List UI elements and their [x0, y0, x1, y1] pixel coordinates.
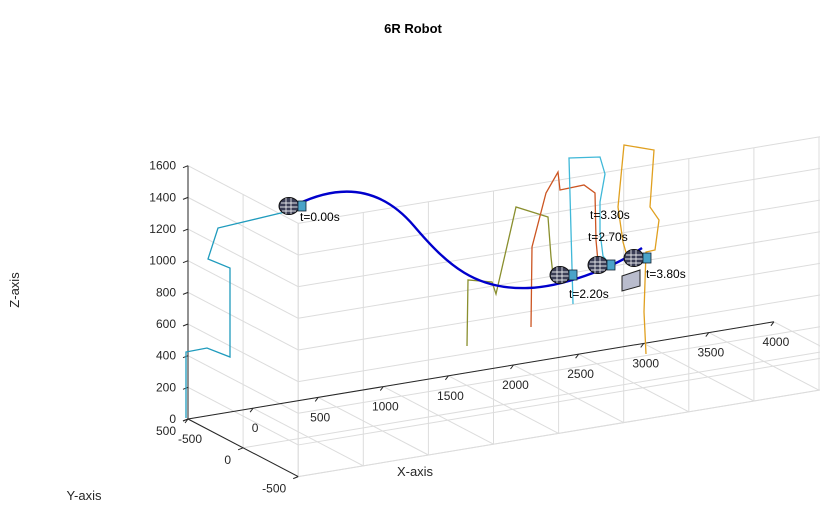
x-axis-line	[187, 321, 774, 420]
tick-labels: -500050010001500200025003000350040005000…	[149, 159, 789, 496]
body-flange	[606, 259, 616, 271]
grid-back-z	[298, 199, 820, 288]
grid-side-z	[187, 260, 299, 319]
grid-back-z	[298, 389, 820, 478]
trajectory-line	[297, 190, 643, 290]
tool-panel	[621, 269, 641, 292]
grid-back-z	[298, 262, 820, 351]
grid-side-z	[187, 196, 299, 256]
x-tick-label: 500	[310, 410, 330, 424]
end-effector-t38	[623, 249, 652, 267]
grid-back-z	[298, 326, 820, 414]
x-tick-mark	[314, 397, 319, 402]
body-flange	[297, 200, 307, 212]
x-tick-label: 2000	[502, 378, 529, 392]
y-tick-mark	[237, 447, 244, 451]
x-tick-label: -500	[178, 432, 202, 446]
grid-back-z	[298, 357, 820, 446]
body-core	[549, 266, 571, 284]
annotation-t0: t=0.00s	[300, 210, 340, 224]
end-effector-t0	[278, 197, 307, 215]
z-tick-label: 1400	[149, 190, 176, 204]
annotation-t27: t=2.70s	[588, 230, 628, 244]
arm-link-t22	[466, 206, 561, 347]
arm-link-t27	[530, 169, 604, 328]
x-tick-label: 3000	[632, 356, 659, 370]
body-core	[587, 256, 609, 274]
x-axis-label: X-axis	[397, 464, 434, 479]
body-flange	[642, 252, 652, 264]
z-tick-label: 400	[156, 349, 176, 363]
y-tick-label: -500	[262, 482, 286, 496]
grid-side-z	[187, 386, 299, 446]
body-flange	[568, 269, 578, 281]
z-axis-label: Z-axis	[7, 272, 22, 308]
end-effector-t27	[587, 256, 616, 274]
z-tick-label: 1600	[149, 159, 176, 173]
x-tick-mark	[640, 343, 645, 348]
robot-end-effectors	[278, 197, 652, 292]
annotation-t33: t=3.30s	[590, 208, 630, 222]
annotation-t22: t=2.20s	[569, 287, 609, 301]
arm-link-t0	[185, 211, 286, 418]
grid-back-z	[298, 167, 820, 256]
grid-floor-y	[243, 351, 820, 449]
x-tick-mark	[770, 321, 775, 327]
grid-side-z	[187, 228, 299, 288]
x-tick-mark	[444, 375, 449, 381]
y-tick-label: 500	[156, 424, 176, 438]
x-tick-label: 1000	[372, 400, 399, 414]
x-tick-mark	[379, 386, 384, 391]
x-tick-mark	[705, 332, 710, 337]
chart-title: 6R Robot	[384, 21, 442, 36]
body-core	[278, 197, 300, 215]
x-tick-label: 4000	[763, 335, 790, 349]
body-mesh	[551, 267, 569, 283]
y-tick-mark	[293, 476, 299, 480]
z-tick-mark	[182, 260, 189, 264]
body-core	[623, 249, 645, 267]
axis-lines	[182, 165, 775, 480]
arm-link-t33	[568, 156, 609, 305]
y-tick-label: 0	[224, 453, 231, 467]
z-tick-label: 200	[156, 380, 176, 394]
end-effector-t22	[549, 266, 578, 284]
z-tick-label: 800	[156, 285, 176, 299]
x-tick-label: 2500	[567, 367, 594, 381]
x-tick-mark	[510, 364, 514, 370]
z-tick-label: 1200	[149, 222, 176, 236]
grid-back-z	[298, 294, 820, 383]
x-tick-label: 1500	[437, 389, 464, 403]
body-mesh	[625, 250, 643, 266]
z-tick-mark	[182, 323, 189, 327]
body-mesh	[589, 257, 607, 273]
z-tick-mark	[182, 228, 189, 232]
body-mesh	[280, 198, 298, 214]
z-tick-mark	[182, 165, 189, 169]
grid-lines	[187, 136, 820, 478]
tool-panel-face	[621, 269, 641, 292]
z-tick-mark	[182, 418, 189, 422]
grid-side-z	[187, 323, 299, 383]
x-tick-label: 3500	[697, 346, 724, 360]
x-tick-mark	[575, 353, 579, 359]
z-tick-mark	[182, 196, 189, 200]
x-tick-mark	[249, 407, 254, 413]
annotation-t38: t=3.80s	[646, 267, 686, 281]
z-tick-label: 1000	[149, 254, 176, 268]
z-tick-label: 0	[169, 412, 176, 426]
y-axis-label: Y-axis	[67, 488, 102, 503]
grid-side-z	[187, 291, 299, 351]
x-tick-label: 0	[252, 421, 259, 435]
z-tick-label: 600	[156, 317, 176, 331]
z-tick-mark	[182, 291, 189, 295]
